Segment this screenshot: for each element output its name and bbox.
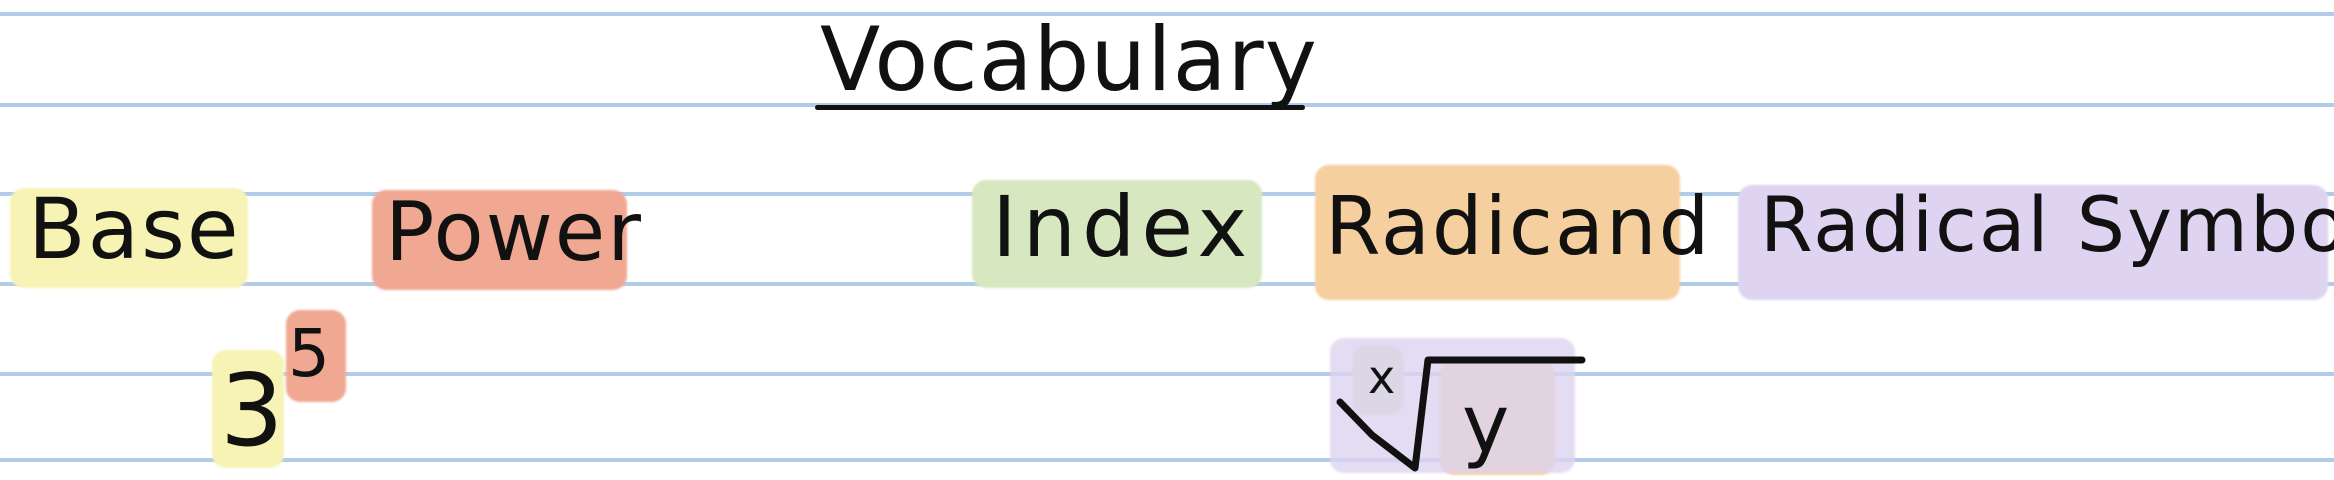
page-title: Vocabulary (820, 8, 1318, 111)
term-radicand: Radicand (1325, 180, 1712, 273)
index-highlight (972, 180, 1262, 288)
example-base-digit: 3 (220, 352, 284, 469)
base-digit-highlight (212, 350, 284, 468)
title-underline (815, 105, 1305, 110)
term-index: Index (992, 178, 1254, 276)
term-base: Base (28, 180, 241, 278)
term-power: Power (385, 185, 643, 280)
ruled-line (0, 372, 2334, 376)
example-power-digit: 5 (288, 315, 330, 392)
radicand-highlight (1315, 165, 1680, 300)
ruled-line (0, 458, 2334, 462)
ruled-line (0, 12, 2334, 16)
power-highlight (372, 190, 627, 290)
radical-symbol-highlight (1738, 185, 2328, 300)
power-digit-highlight (286, 310, 346, 402)
radical-sign-icon (1336, 356, 1586, 472)
example-radicand-letter: y (1462, 378, 1510, 471)
base-highlight (10, 188, 248, 288)
term-radical-symbol: Radical Symbol (1760, 180, 2334, 269)
example-index-letter: x (1368, 350, 1396, 404)
